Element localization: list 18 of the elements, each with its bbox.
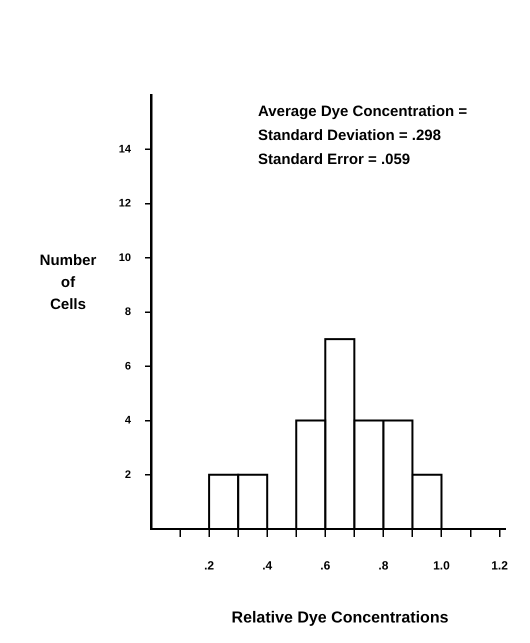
y-tick-label: 8 [124,306,131,318]
x-tick-label: .2 [204,558,214,573]
y-tick-label: 12 [118,198,131,210]
x-tick-label: 1.0 [433,558,450,573]
y-tick-label: 2 [124,468,131,481]
y-tick-label: 10 [118,252,131,264]
y-tick-label: 4 [124,414,132,427]
y-tick-label: 14 [118,143,132,156]
y-axis-title: Number of Cells [40,252,96,314]
x-tick-label: .8 [378,558,389,573]
x-axis-title: Relative Dye Concentrations [232,609,449,626]
y-tick-label: 6 [124,360,131,372]
x-tick-label: 1.2 [491,558,508,573]
annotation: Average Dye Concentration = [258,103,468,120]
x-tick-label: .6 [320,558,331,573]
annotation: Standard Deviation = .298 [258,127,441,144]
annotation: Standard Error = .059 [258,151,410,168]
x-tick-label: .4 [262,558,273,573]
